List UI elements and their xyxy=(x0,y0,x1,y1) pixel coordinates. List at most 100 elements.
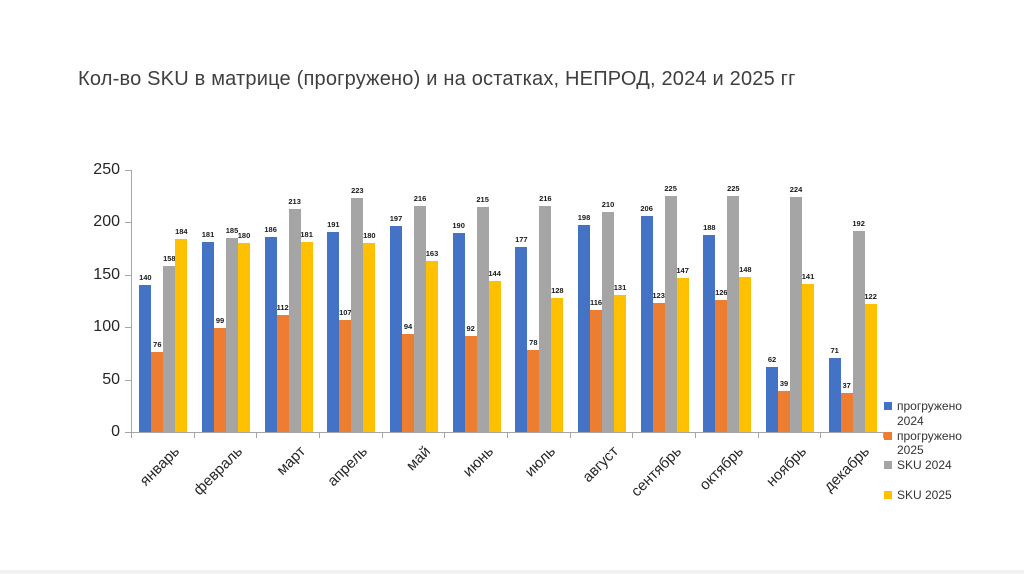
bar-data-label: 116 xyxy=(589,298,603,308)
bar-data-label: 128 xyxy=(551,285,564,295)
bar-data-label: 190 xyxy=(452,220,465,230)
legend-label: прогружено 2025 xyxy=(897,428,962,458)
x-axis-category-label: октябрь xyxy=(696,443,748,494)
bar-data-label: 206 xyxy=(640,204,653,214)
x-axis-category-label: январь xyxy=(136,443,184,490)
bar-SKU-2024 xyxy=(351,198,364,432)
bar-data-label: 186 xyxy=(264,225,277,235)
bar-прогружено-2024 xyxy=(390,225,402,432)
bar-прогружено-2025 xyxy=(214,328,226,432)
bar-прогружено-2025 xyxy=(339,319,352,432)
y-axis-tick-label: 50 xyxy=(102,370,120,388)
x-axis-category-label: февраль xyxy=(190,443,247,499)
x-axis-category-label: ноябрь xyxy=(762,443,811,491)
bar-data-label: 71 xyxy=(830,345,839,355)
bar-прогружено-2024 xyxy=(452,232,465,432)
legend-swatch xyxy=(884,461,892,470)
bar-прогружено-2025 xyxy=(715,299,728,432)
y-axis-tick-label: 250 xyxy=(93,161,120,178)
y-axis-tick-mark xyxy=(125,379,131,381)
legend-swatch xyxy=(884,491,892,500)
bar-SKU-2025 xyxy=(614,294,626,432)
bar-прогружено-2025 xyxy=(527,350,540,432)
bar-прогружено-2024 xyxy=(139,285,152,432)
bar-SKU-2025 xyxy=(175,239,188,432)
bar-data-label: 92 xyxy=(466,323,475,333)
bar-data-label: 158 xyxy=(163,254,176,264)
bar-прогружено-2024 xyxy=(202,242,214,432)
bar-data-label: 224 xyxy=(789,185,803,195)
bar-прогружено-2024 xyxy=(640,216,653,432)
bar-SKU-2025 xyxy=(864,304,877,432)
bar-data-label: 180 xyxy=(237,231,251,241)
bar-SKU-2025 xyxy=(300,242,313,432)
legend-label: SKU 2024 xyxy=(897,458,952,473)
bar-SKU-2025 xyxy=(363,243,376,432)
bar-data-label: 188 xyxy=(703,222,716,232)
bar-data-label: 123 xyxy=(652,291,665,301)
x-axis-tick-mark xyxy=(695,433,696,438)
bar-data-label: 144 xyxy=(488,269,501,279)
bar-data-label: 180 xyxy=(363,231,376,241)
bar-SKU-2024 xyxy=(163,266,176,432)
x-axis-tick-mark xyxy=(444,433,446,438)
legend-label: SKU 2025 xyxy=(897,488,952,503)
bar-прогружено-2024 xyxy=(264,237,277,432)
bar-data-label: 126 xyxy=(715,287,728,297)
bar-SKU-2025 xyxy=(426,261,438,432)
bar-data-label: 185 xyxy=(225,226,239,236)
x-axis-tick-mark xyxy=(256,433,258,438)
bar-data-label: 148 xyxy=(739,264,752,274)
x-axis-category-label: декабрь xyxy=(820,443,873,496)
bar-data-label: 181 xyxy=(201,230,215,240)
bar-data-label: 225 xyxy=(727,184,740,194)
bar-data-label: 99 xyxy=(215,316,225,326)
x-axis-tick-mark xyxy=(381,433,383,438)
bar-SKU-2024 xyxy=(852,230,865,432)
bar-data-label: 184 xyxy=(175,227,188,237)
bar-data-label: 147 xyxy=(676,265,689,275)
y-axis-tick-label: 200 xyxy=(93,213,120,231)
bar-data-label: 192 xyxy=(852,218,865,228)
bar-data-label: 37 xyxy=(842,381,851,391)
bar-data-label: 197 xyxy=(389,213,403,223)
x-axis-tick-mark xyxy=(193,433,195,438)
bar-прогружено-2025 xyxy=(840,393,853,432)
bar-data-label: 225 xyxy=(664,184,677,194)
legend-item: SKU 2024 xyxy=(884,458,979,473)
bar-data-label: 39 xyxy=(779,379,789,389)
x-axis-category-label: июль xyxy=(521,443,560,481)
bar-SKU-2024 xyxy=(602,211,614,432)
bar-data-label: 107 xyxy=(339,307,352,317)
bar-SKU-2025 xyxy=(802,284,814,432)
bar-data-label: 76 xyxy=(153,340,162,350)
bar-SKU-2024 xyxy=(288,208,301,432)
bar-прогружено-2025 xyxy=(464,335,477,432)
bottom-strip xyxy=(0,570,1024,574)
bar-data-label: 140 xyxy=(139,273,152,283)
bar-SKU-2025 xyxy=(676,277,689,432)
legend-swatch xyxy=(884,431,892,440)
x-axis-tick-mark xyxy=(820,433,822,438)
bar-SKU-2024 xyxy=(664,196,677,432)
bar-data-label: 216 xyxy=(539,193,552,203)
bar-data-label: 112 xyxy=(276,302,289,312)
bar-SKU-2025 xyxy=(551,297,564,432)
bar-прогружено-2025 xyxy=(151,352,164,432)
legend-item: SKU 2025 xyxy=(884,488,979,503)
x-axis-tick-mark xyxy=(507,433,508,438)
bar-SKU-2025 xyxy=(238,243,250,432)
legend-item: прогружено 2024 xyxy=(884,399,979,428)
bar-прогружено-2025 xyxy=(652,303,665,432)
bar-прогружено-2025 xyxy=(778,391,790,432)
x-axis-category-label: сентябрь xyxy=(627,443,685,501)
bar-SKU-2024 xyxy=(476,206,489,432)
x-axis-category-label: март xyxy=(272,443,309,479)
bar-SKU-2024 xyxy=(790,197,802,432)
bar-SKU-2024 xyxy=(414,205,426,432)
bar-прогружено-2025 xyxy=(402,333,414,432)
bar-прогружено-2025 xyxy=(276,314,289,432)
bar-data-label: 131 xyxy=(613,282,627,292)
bar-data-label: 163 xyxy=(425,249,439,259)
bar-прогружено-2024 xyxy=(703,234,716,432)
